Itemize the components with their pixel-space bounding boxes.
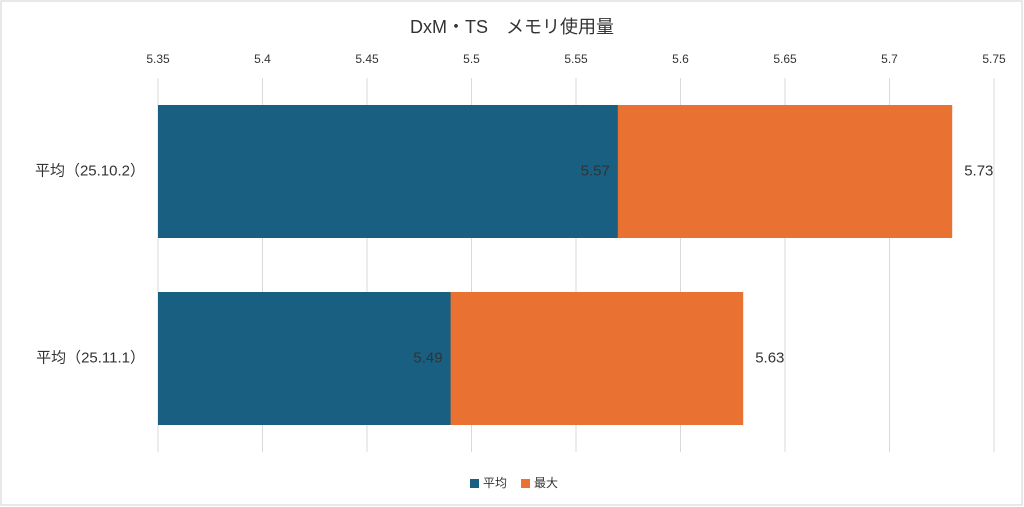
x-tick-label: 5.75 (982, 52, 1006, 66)
legend-label: 平均 (483, 476, 507, 490)
x-tick-label: 5.7 (881, 52, 898, 66)
x-tick-label: 5.65 (773, 52, 797, 66)
legend-swatch (521, 479, 531, 488)
x-tick-label: 5.4 (254, 52, 271, 66)
data-label: 5.73 (964, 162, 993, 179)
y-tick-label: 平均（25.11.1） (36, 349, 145, 366)
data-label: 5.63 (755, 349, 784, 366)
x-tick-label: 5.55 (564, 52, 588, 66)
x-tick-label: 5.6 (672, 52, 689, 66)
y-tick-label: 平均（25.10.2） (35, 162, 145, 179)
bar (158, 105, 618, 238)
legend-swatch (470, 479, 479, 488)
legend-label: 最大 (534, 476, 558, 490)
data-label: 5.49 (413, 349, 442, 366)
data-label: 5.57 (581, 162, 610, 179)
x-tick-label: 5.5 (463, 52, 480, 66)
bar (158, 292, 451, 425)
chart-title: DxM・TS メモリ使用量 (410, 17, 614, 37)
x-tick-label: 5.45 (355, 52, 379, 66)
x-tick-label: 5.35 (146, 52, 170, 66)
